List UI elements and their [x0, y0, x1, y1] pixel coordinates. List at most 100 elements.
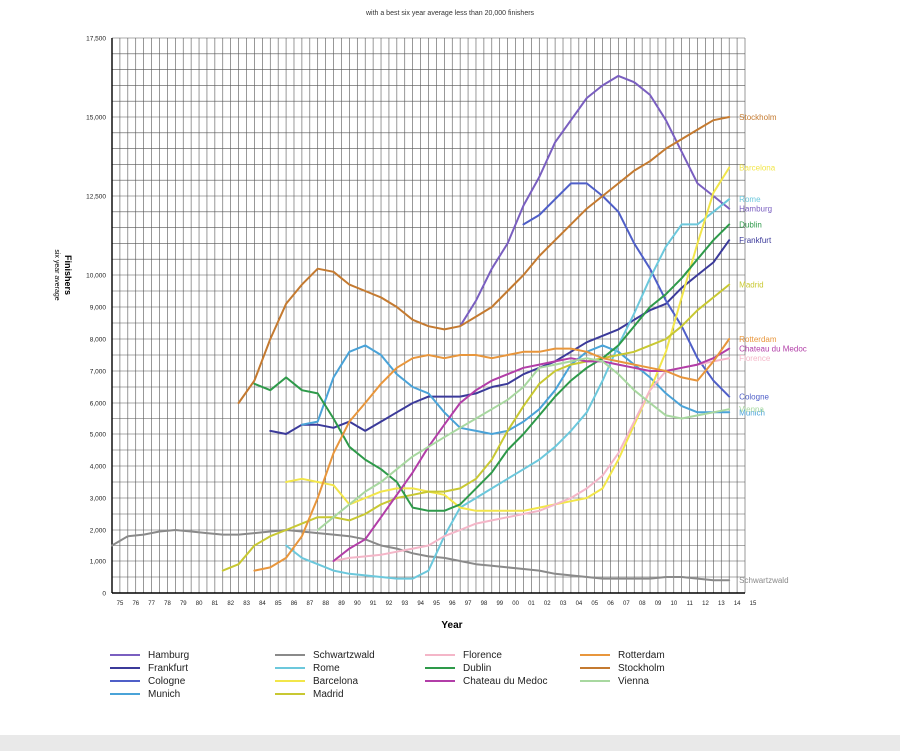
- legend-swatch: [580, 680, 610, 683]
- series-line-munich: [300, 344, 731, 435]
- x-tick-label: 98: [481, 601, 488, 607]
- x-tick-label: 95: [433, 601, 440, 607]
- legend-item: Florence: [425, 650, 502, 662]
- legend-label: Cologne: [148, 676, 186, 687]
- x-tick-label: 13: [718, 601, 725, 607]
- y-tick-label: 10,000: [86, 273, 106, 280]
- x-tick-label: 12: [702, 601, 709, 607]
- series-line-dublin: [253, 223, 731, 512]
- x-tick-label: 89: [338, 601, 345, 607]
- series-line-cologne: [522, 182, 731, 398]
- y-tick-label: 4,000: [90, 464, 107, 471]
- legend-swatch: [425, 680, 455, 683]
- legend-item: Rotterdam: [580, 650, 665, 662]
- x-tick-label: 14: [734, 601, 741, 607]
- end-label-dublin: Dublin: [739, 220, 762, 229]
- x-tick-label: 09: [655, 601, 662, 607]
- legend-swatch: [110, 693, 140, 696]
- legend-label: Chateau du Medoc: [463, 676, 548, 687]
- x-tick-label: 75: [117, 601, 124, 607]
- y-tick-label: 12,500: [86, 194, 106, 201]
- legend-item: Madrid: [275, 689, 344, 701]
- x-tick-label: 06: [607, 601, 614, 607]
- x-axis-label: Year: [441, 620, 462, 631]
- legend-label: Dublin: [463, 663, 492, 674]
- y-tick-label: 6,000: [90, 401, 107, 408]
- x-tick-label: 04: [576, 601, 583, 607]
- end-labels: Hamburg Frankfurt Cologne Munich Schwartzwal…: [739, 113, 807, 585]
- legend-item: Rome: [275, 663, 340, 675]
- end-label-florence: Florence: [739, 354, 771, 363]
- end-label-frankfurt: Frankfurt: [739, 236, 772, 245]
- legend-swatch: [425, 667, 455, 670]
- legend-label: Munich: [148, 689, 181, 700]
- x-tick-label: 88: [322, 601, 329, 607]
- x-tick-label: 02: [544, 601, 551, 607]
- x-tick-label: 00: [512, 601, 519, 607]
- legend-item: Frankfurt: [110, 663, 188, 675]
- legend-swatch: [425, 654, 455, 657]
- x-tick-label: 08: [639, 601, 646, 607]
- legend-item: Hamburg: [110, 650, 189, 662]
- legend-label: Rome: [313, 663, 340, 674]
- end-label-vienna: Vienna: [739, 405, 764, 414]
- footer-band: [0, 735, 900, 751]
- series-line-hamburg: [459, 74, 731, 328]
- end-label-rotterdam: Rotterdam: [739, 335, 777, 344]
- x-tick-label: 91: [370, 601, 377, 607]
- legend: Hamburg Frankfurt Cologne Munich Schwartzwal…: [110, 650, 750, 710]
- legend-swatch: [275, 680, 305, 683]
- end-label-munich: Munich: [739, 408, 765, 417]
- legend-item: Chateau du Medoc: [425, 676, 548, 688]
- legend-label: Florence: [463, 650, 502, 661]
- y-tick-label: 1,000: [90, 559, 107, 566]
- y-tick-label: 9,000: [90, 305, 107, 312]
- x-tick-label: 94: [417, 601, 424, 607]
- legend-swatch: [110, 667, 140, 670]
- legend-label: Vienna: [618, 676, 649, 687]
- series-line-rotterdam: [253, 338, 731, 572]
- axes: 0 1,000 2,000 3,000 4,000 5,000 6,000 7,000 8,00…: [86, 36, 757, 608]
- series-line-florence: [332, 357, 731, 562]
- legend-item: Dublin: [425, 663, 491, 675]
- legend-swatch: [110, 680, 140, 683]
- x-tick-label: 01: [528, 601, 535, 607]
- legend-item: Cologne: [110, 676, 185, 688]
- x-tick-label: 85: [275, 601, 282, 607]
- x-tick-label: 07: [623, 601, 630, 607]
- legend-label: Stockholm: [618, 663, 665, 674]
- legend-item: Schwartzwald: [275, 650, 375, 662]
- x-tick-label: 03: [560, 601, 567, 607]
- x-tick-label: 76: [132, 601, 139, 607]
- x-tick-label: 99: [496, 601, 503, 607]
- x-tick-label: 15: [750, 601, 757, 607]
- x-tick-label: 80: [196, 601, 203, 607]
- x-tick-label: 11: [687, 601, 694, 607]
- y-axis-sublabel: six year average: [53, 249, 60, 300]
- legend-item: Barcelona: [275, 676, 358, 688]
- y-tick-label: 8,000: [90, 337, 107, 344]
- legend-label: Schwartzwald: [313, 650, 375, 661]
- legend-label: Barcelona: [313, 676, 359, 687]
- x-tick-label: 78: [164, 601, 171, 607]
- y-tick-label: 7,000: [90, 369, 107, 376]
- series-line-stockholm: [237, 116, 731, 404]
- x-tick-label: 84: [259, 601, 266, 607]
- legend-swatch: [275, 654, 305, 657]
- x-tick-label: 82: [227, 601, 234, 607]
- x-tick-label: 87: [307, 601, 314, 607]
- legend-label: Hamburg: [148, 650, 190, 661]
- x-tick-label: 79: [180, 601, 187, 607]
- x-tick-label: 93: [402, 601, 409, 607]
- series-line-schwartzwald: [111, 529, 731, 582]
- legend-swatch: [110, 654, 140, 657]
- legend-swatch: [580, 654, 610, 657]
- y-tick-label: 3,000: [90, 496, 107, 503]
- series-line-frankfurt: [269, 239, 731, 435]
- grid: [111, 37, 746, 594]
- legend-swatch: [275, 693, 305, 696]
- legend-label: Madrid: [313, 689, 344, 700]
- legend-label: Frankfurt: [148, 663, 189, 674]
- x-tick-label: 83: [243, 601, 250, 607]
- x-tick-label: 10: [671, 601, 678, 607]
